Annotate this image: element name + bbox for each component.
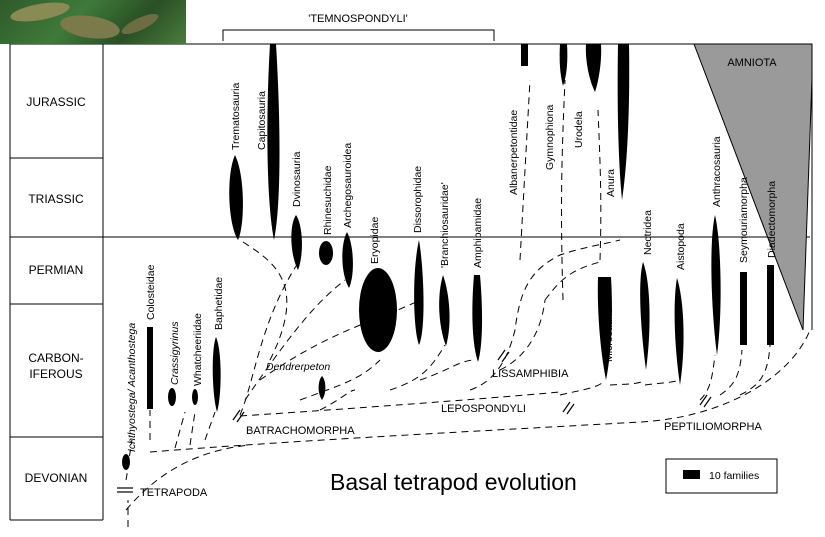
taxon-ichthyostega: Ichthyostega/ Acanthostega bbox=[126, 323, 138, 452]
divergence-markers bbox=[117, 349, 712, 493]
taxon-nectridea: Nectridea bbox=[642, 210, 654, 255]
taxon-trematosauria: Trematosauria bbox=[230, 83, 242, 150]
taxon-dissorophidae: Dissorophidae bbox=[412, 166, 424, 233]
period-jurassic: JURASSIC bbox=[26, 95, 86, 109]
legend: 10 families bbox=[665, 458, 778, 494]
taxon-branchiosauridae: 'Branchiosauridae' bbox=[439, 182, 451, 268]
taxon-colosteidae: Colosteidae bbox=[145, 264, 157, 320]
taxon-whatcheeriidae: Whatcheeriidae bbox=[192, 313, 204, 386]
frog-photo bbox=[0, 0, 186, 44]
period-column bbox=[9, 43, 813, 521]
group-lissamphibia: LISSAMPHIBIA bbox=[492, 368, 569, 380]
diversity-spindles bbox=[122, 44, 774, 470]
taxon-capitosauria: Capitosauria bbox=[256, 91, 268, 150]
group-tetrapoda: TETRAPODA bbox=[140, 487, 208, 499]
amniota-label: AMNIOTA bbox=[727, 57, 777, 69]
period-carboniferous-line1: CARBON- bbox=[28, 351, 83, 365]
taxon-labels: Ichthyostega/ Acanthostega Colosteidae C… bbox=[126, 83, 778, 452]
diagram-title: Basal tetrapod evolution bbox=[330, 469, 577, 495]
taxon-microsauria: Microsauria bbox=[603, 308, 615, 362]
phylogeny-branches bbox=[125, 79, 811, 527]
taxon-seymouriamorpha: Seymouriamorpha bbox=[738, 177, 750, 263]
taxon-aistopoda: Aistopoda bbox=[675, 223, 687, 270]
group-batrachomorpha: BATRACHOMORPHA bbox=[246, 425, 355, 437]
taxon-amphibamidae: Amphibamidae bbox=[472, 198, 484, 268]
taxon-rhinesuchidae: Rhinesuchidae bbox=[322, 165, 334, 235]
taxon-dendrerpeton: Dendrerpeton bbox=[266, 361, 330, 373]
period-carboniferous-line2: IFEROUS bbox=[29, 367, 82, 381]
taxon-baphetidae: Baphetidae bbox=[213, 277, 225, 330]
taxon-albanerpetontidae: Albanerpetontidae bbox=[508, 110, 520, 195]
group-lepospondyli: LEPOSPONDYLI bbox=[441, 403, 526, 415]
taxon-crassigyrinus: Crassigyrinus bbox=[169, 321, 181, 385]
taxon-archegosauroidea: Archegosauroidea bbox=[342, 143, 354, 228]
taxon-urodela: Urodela bbox=[573, 111, 585, 148]
legend-label: 10 families bbox=[709, 470, 759, 482]
temnospondyli-label: 'TEMNOSPONDYLI' bbox=[308, 13, 408, 25]
amniota-wedge bbox=[693, 43, 813, 331]
group-peptiliomorpha: PEPTILIOMORPHA bbox=[664, 421, 762, 433]
period-triassic: TRIASSIC bbox=[28, 192, 84, 206]
period-devonian: DEVONIAN bbox=[25, 471, 88, 485]
period-permian: PERMIAN bbox=[29, 263, 84, 277]
taxon-eryopidae: Eryopidae bbox=[369, 217, 381, 264]
temnospondyli-bracket bbox=[222, 29, 495, 41]
taxon-diadectomorpha: Diadectomorpha bbox=[766, 181, 778, 258]
taxon-gymnophiona: Gymnophiona bbox=[544, 104, 556, 170]
taxon-anura: Anura bbox=[605, 169, 617, 197]
legend-swatch bbox=[683, 470, 700, 479]
taxon-anthracosauria: Anthracosauria bbox=[711, 136, 723, 207]
taxon-dvinosauria: Dvinosauria bbox=[291, 151, 303, 207]
